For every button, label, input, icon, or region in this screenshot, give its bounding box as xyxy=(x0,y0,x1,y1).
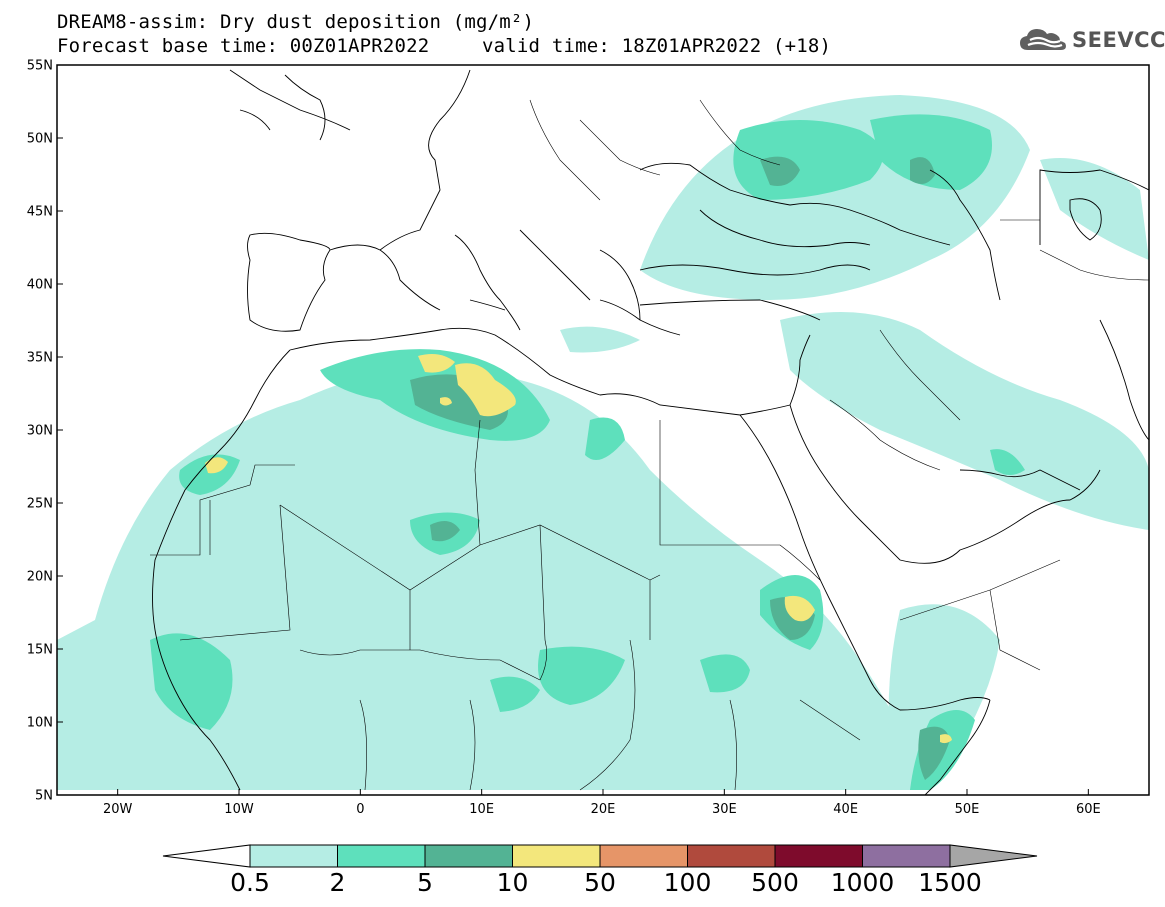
lon-label: 20E xyxy=(591,802,616,817)
lon-label: 40E xyxy=(833,802,858,817)
forecast-base-time: Forecast base time: 00Z01APR2022 xyxy=(57,35,430,57)
colorbar-segment xyxy=(249,844,338,868)
logo-text: SEEVCCC xyxy=(1072,28,1165,52)
latitude-axis: 55N 50N 45N 40N 35N 30N 25N 20N 15N 10N 5N xyxy=(27,59,63,804)
colorbar-segment xyxy=(862,844,951,868)
lon-label: 60E xyxy=(1076,802,1101,817)
colorbar-segment xyxy=(687,844,776,868)
lat-label: 15N xyxy=(27,643,53,658)
colorbar-label: 0.5 xyxy=(230,868,270,897)
colorbar-label: 10 xyxy=(496,868,529,897)
lat-label: 20N xyxy=(27,570,53,585)
colorbar-label: 500 xyxy=(751,868,799,897)
lon-label: 50E xyxy=(955,802,980,817)
colorbar-segment xyxy=(512,844,601,868)
deposition-field xyxy=(57,95,1149,790)
deposition-band-10 xyxy=(205,354,952,744)
colorbar-label: 5 xyxy=(417,868,433,897)
lat-label: 30N xyxy=(27,424,53,439)
lat-label: 35N xyxy=(27,351,53,366)
lat-label: 25N xyxy=(27,497,53,512)
cloud-logo-icon xyxy=(1020,29,1066,50)
lat-label: 10N xyxy=(27,716,53,731)
coastlines xyxy=(152,69,1149,795)
colorbar-segment xyxy=(774,844,863,868)
colorbar-max-arrow xyxy=(949,844,1038,868)
colorbar-label: 50 xyxy=(584,868,616,897)
lon-label: 10W xyxy=(224,802,254,817)
lat-label: 50N xyxy=(27,132,53,147)
colorbar-segment xyxy=(424,844,513,868)
map-title: DREAM8-assim: Dry dust deposition (mg/m²… xyxy=(57,11,535,33)
lat-label: 55N xyxy=(27,59,53,74)
colorbar-label: 1500 xyxy=(918,868,982,897)
lon-label: 20W xyxy=(103,802,133,817)
colorbar-label: 2 xyxy=(329,868,346,897)
colorbar-segment xyxy=(599,844,688,868)
lon-label: 0 xyxy=(356,802,364,817)
valid-time: valid time: 18Z01APR2022 (+18) xyxy=(482,35,832,57)
colorbar-min-arrow xyxy=(162,844,251,868)
seevccc-logo: SEEVCCC xyxy=(1018,26,1165,54)
lon-label: 30E xyxy=(712,802,737,817)
lat-label: 45N xyxy=(27,205,53,220)
colorbar xyxy=(162,844,1038,868)
colorbar-label: 1000 xyxy=(830,868,895,897)
country-borders xyxy=(150,99,1149,791)
lon-label: 10E xyxy=(469,802,494,817)
longitude-axis: 20W 10W 0 10E 20E 30E 40E 50E 60E xyxy=(103,789,1101,817)
lat-label: 40N xyxy=(27,278,53,293)
lat-label: 5N xyxy=(35,789,53,804)
colorbar-label: 100 xyxy=(663,868,712,897)
colorbar-segment xyxy=(337,844,426,868)
